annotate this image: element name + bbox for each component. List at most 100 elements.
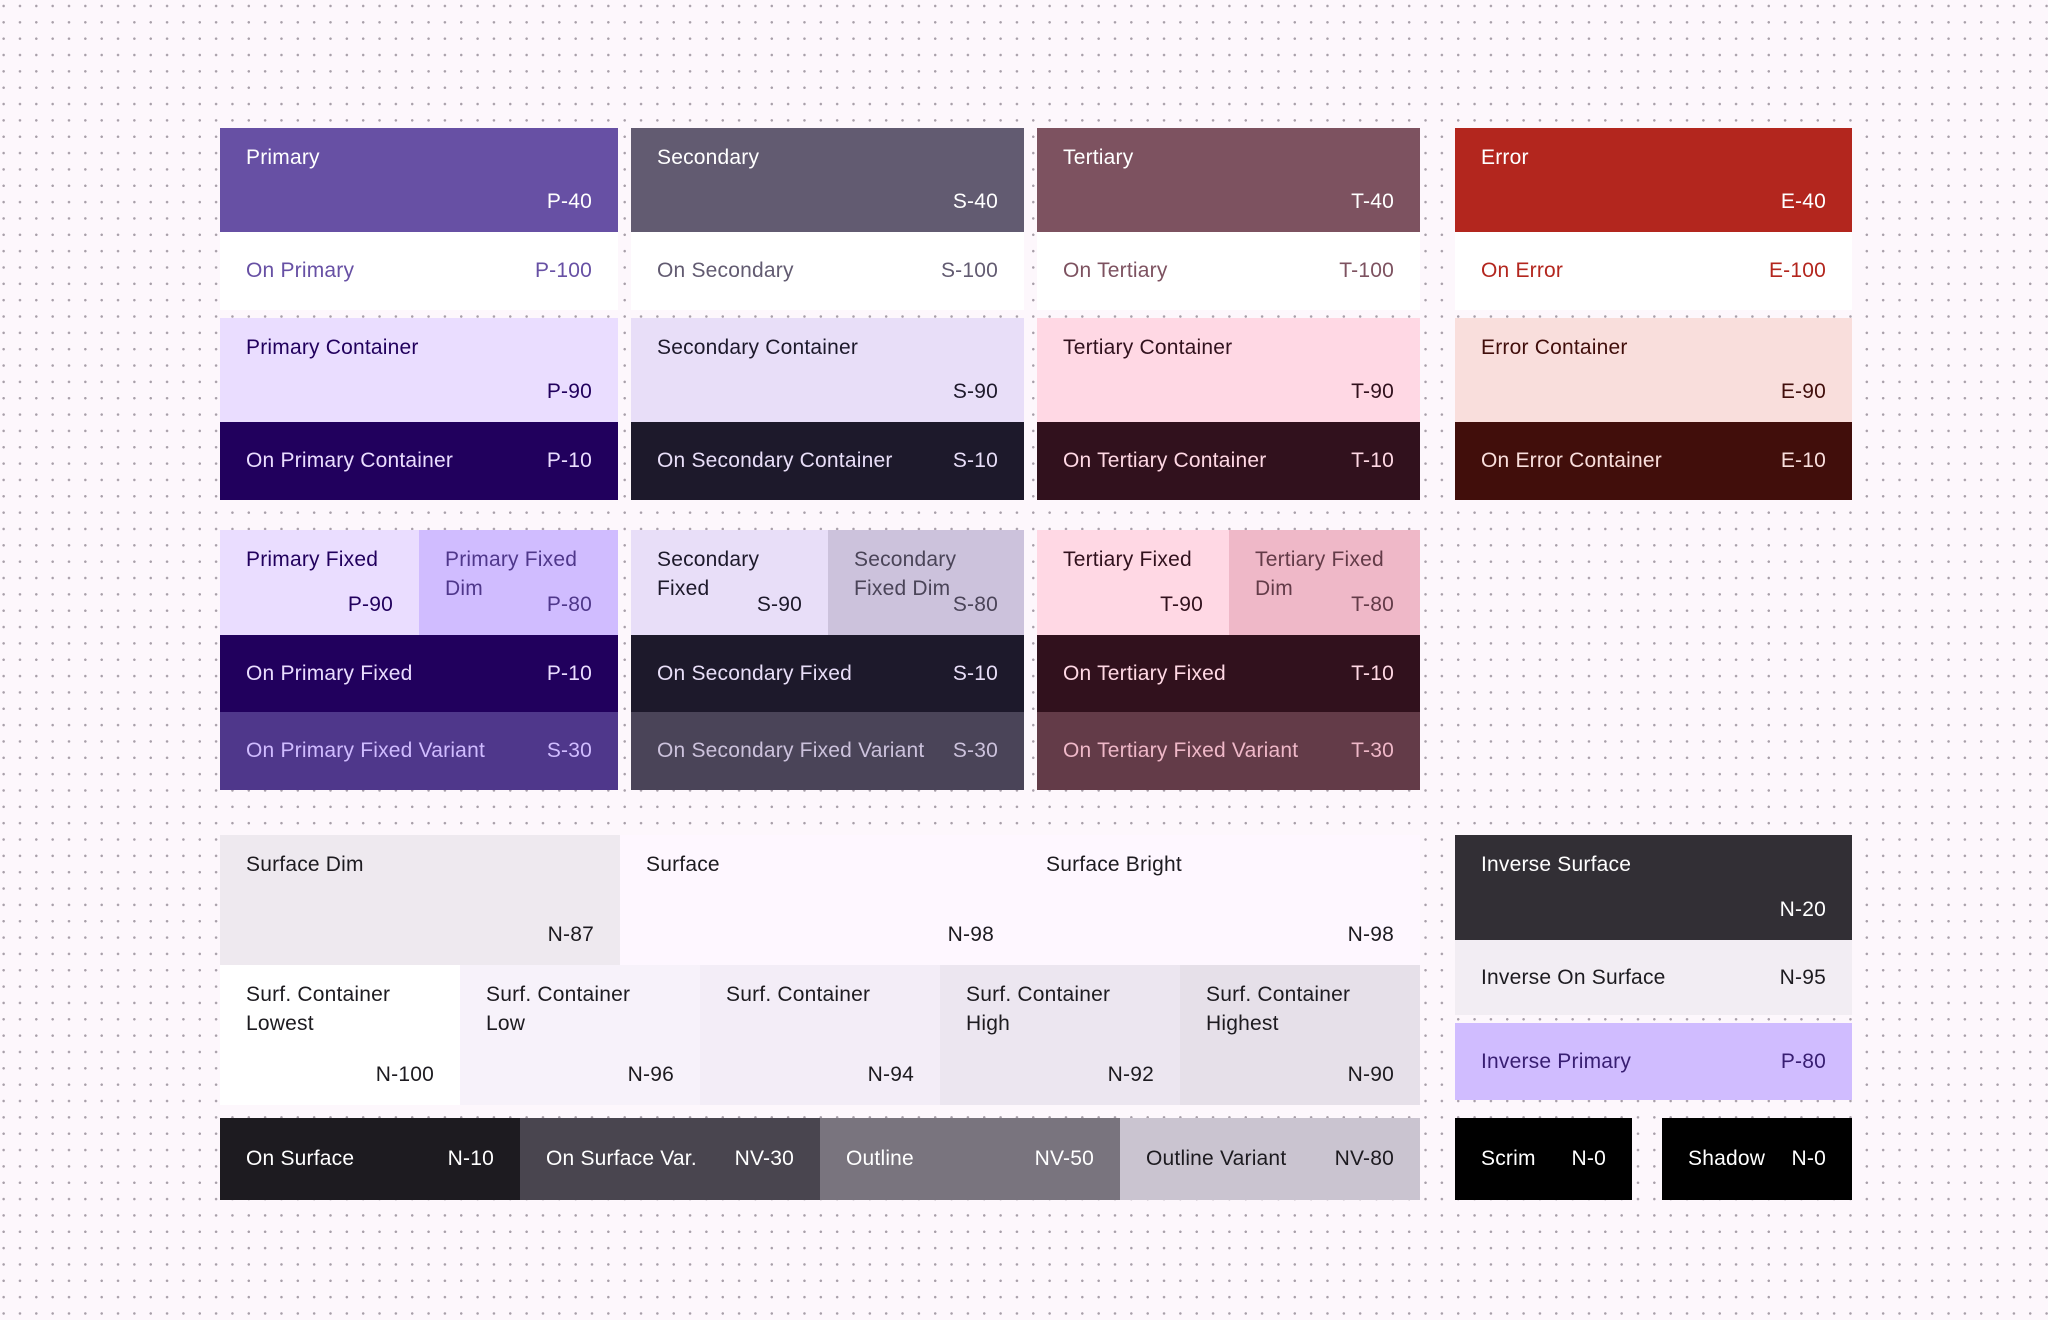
swatch-label: Surf. Container Lowest	[246, 983, 391, 1035]
swatch-label: Primary	[246, 146, 320, 169]
swatch-value: E-40	[1780, 190, 1826, 213]
swatch-value: S-30	[952, 739, 998, 762]
swatch-error: Error E-40	[1455, 128, 1852, 232]
swatch-label: Primary Fixed	[246, 548, 379, 571]
swatch-value: T-90	[1351, 380, 1394, 403]
swatch-outline-variant: Outline Variant NV-80	[1120, 1118, 1420, 1200]
swatch-tertiary-fixed-dim: Tertiary Fixed Dim T-80	[1229, 530, 1420, 635]
swatch-value: N-98	[947, 923, 994, 946]
swatch-on-secondary: On Secondary S-100	[631, 232, 1024, 310]
swatch-label: Tertiary Fixed	[1063, 548, 1192, 571]
swatch-surface-container: Surf. Container N-94	[700, 965, 940, 1105]
swatch-inverse-primary: Inverse Primary P-80	[1455, 1023, 1852, 1100]
swatch-label: On Secondary Container	[657, 449, 893, 472]
swatch-tertiary-container: Tertiary Container T-90	[1037, 318, 1420, 422]
swatch-value: S-80	[952, 593, 998, 616]
swatch-value: S-10	[952, 449, 998, 472]
swatch-label: On Secondary Fixed Variant	[657, 739, 925, 762]
swatch-label: Scrim	[1481, 1147, 1536, 1170]
swatch-label: Surf. Container High	[966, 983, 1111, 1035]
swatch-value: S-100	[940, 259, 998, 282]
swatch-secondary-fixed-dim: Secondary Fixed Dim S-80	[828, 530, 1024, 635]
swatch-label: Inverse On Surface	[1481, 965, 1666, 989]
swatch-primary-container: Primary Container P-90	[220, 318, 618, 422]
swatch-value: NV-80	[1334, 1147, 1394, 1170]
swatch-value: T-40	[1351, 190, 1394, 213]
swatch-label: On Tertiary	[1063, 259, 1168, 282]
swatch-value: T-10	[1351, 661, 1394, 685]
swatch-label: On Primary Fixed	[246, 661, 413, 685]
swatch-surface-container-lowest: Surf. Container Lowest N-100	[220, 965, 460, 1105]
swatch-label: Surf. Container Highest	[1206, 983, 1351, 1035]
swatch-secondary-container: Secondary Container S-90	[631, 318, 1024, 422]
swatch-scrim: Scrim N-0	[1455, 1118, 1632, 1200]
swatch-surface-container-high: Surf. Container High N-92	[940, 965, 1180, 1105]
swatch-value: P-80	[546, 593, 592, 616]
swatch-surface-container-low: Surf. Container Low N-96	[460, 965, 700, 1105]
swatch-value: E-100	[1768, 259, 1826, 282]
swatch-value: S-90	[952, 380, 998, 403]
swatch-label: On Error	[1481, 259, 1564, 282]
swatch-value: T-80	[1351, 593, 1394, 616]
swatch-label: On Error Container	[1481, 449, 1663, 472]
swatch-value: P-90	[347, 593, 393, 616]
swatch-label: Surface Bright	[1046, 853, 1182, 876]
swatch-on-surface: On Surface N-10	[220, 1118, 520, 1200]
swatch-inverse-on-surface: Inverse On Surface N-95	[1455, 940, 1852, 1015]
swatch-label: Outline Variant	[1146, 1147, 1287, 1170]
swatch-label: Secondary Fixed Dim	[854, 548, 957, 600]
swatch-value: N-90	[1347, 1063, 1394, 1086]
swatch-value: S-40	[952, 190, 998, 213]
swatch-primary-fixed-dim: Primary Fixed Dim P-80	[419, 530, 618, 635]
swatch-primary-fixed: Primary Fixed P-90	[220, 530, 419, 635]
swatch-value: N-0	[1571, 1147, 1606, 1170]
swatch-on-surface-variant: On Surface Var. NV-30	[520, 1118, 820, 1200]
swatch-label: Secondary Fixed	[657, 548, 760, 600]
swatch-label: Error Container	[1481, 336, 1628, 359]
swatch-label: On Secondary	[657, 259, 794, 282]
swatch-value: T-100	[1339, 259, 1394, 282]
swatch-value: P-100	[534, 259, 592, 282]
swatch-label: Error	[1481, 146, 1529, 169]
swatch-on-primary-container: On Primary Container P-10	[220, 422, 618, 500]
swatch-label: On Secondary Fixed	[657, 661, 853, 685]
swatch-primary: Primary P-40	[220, 128, 618, 232]
swatch-shadow: Shadow N-0	[1662, 1118, 1852, 1200]
swatch-on-tertiary-container: On Tertiary Container T-10	[1037, 422, 1420, 500]
swatch-label: On Tertiary Container	[1063, 449, 1267, 472]
swatch-value: P-90	[546, 380, 592, 403]
swatch-surface-dim: Surface Dim N-87	[220, 835, 620, 965]
swatch-value: S-30	[546, 739, 592, 762]
swatch-value: N-92	[1107, 1063, 1154, 1086]
swatch-label: Inverse Surface	[1481, 853, 1632, 876]
swatch-label: Primary Container	[246, 336, 419, 359]
swatch-label: Tertiary	[1063, 146, 1134, 169]
swatch-value: P-80	[1780, 1049, 1826, 1073]
swatch-value: S-90	[756, 593, 802, 616]
swatch-on-secondary-fixed-variant: On Secondary Fixed Variant S-30	[631, 712, 1024, 790]
swatch-value: N-96	[627, 1063, 674, 1086]
swatch-on-secondary-container: On Secondary Container S-10	[631, 422, 1024, 500]
swatch-on-tertiary-fixed-variant: On Tertiary Fixed Variant T-30	[1037, 712, 1420, 790]
swatch-value: P-40	[546, 190, 592, 213]
swatch-label: Tertiary Fixed Dim	[1255, 548, 1384, 600]
swatch-label: On Tertiary Fixed	[1063, 661, 1226, 685]
swatch-label: Surf. Container Low	[486, 983, 631, 1035]
swatch-label: On Surface	[246, 1147, 355, 1170]
swatch-value: N-0	[1791, 1147, 1826, 1170]
swatch-tertiary: Tertiary T-40	[1037, 128, 1420, 232]
swatch-on-primary-fixed-variant: On Primary Fixed Variant S-30	[220, 712, 618, 790]
swatch-value: N-98	[1347, 923, 1394, 946]
swatch-label: On Primary	[246, 259, 355, 282]
swatch-label: Secondary	[657, 146, 760, 169]
swatch-tertiary-fixed: Tertiary Fixed T-90	[1037, 530, 1229, 635]
swatch-value: T-30	[1351, 739, 1394, 762]
swatch-label: Surface	[646, 853, 720, 876]
swatch-outline: Outline NV-50	[820, 1118, 1120, 1200]
swatch-value: N-20	[1779, 898, 1826, 921]
swatch-on-primary-fixed: On Primary Fixed P-10	[220, 635, 618, 712]
swatch-label: On Surface Var.	[546, 1147, 697, 1170]
swatch-label: On Primary Container	[246, 449, 454, 472]
swatch-on-secondary-fixed: On Secondary Fixed S-10	[631, 635, 1024, 712]
